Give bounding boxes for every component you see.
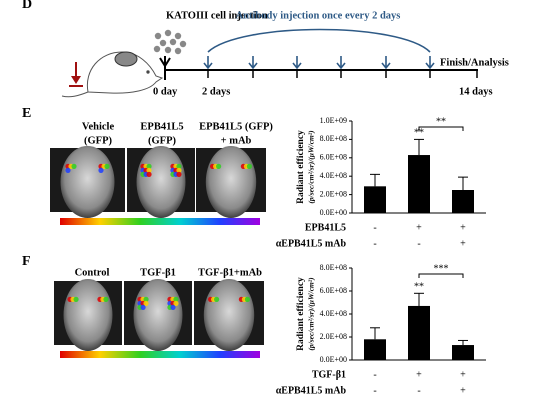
image-header: Vehicle [82, 121, 115, 132]
signal [140, 304, 146, 310]
y-tick-label: 1.0E+09 [320, 116, 347, 125]
signal [146, 163, 152, 169]
signal [176, 163, 182, 169]
cells [153, 29, 187, 55]
signal [65, 167, 71, 173]
signal [176, 171, 182, 177]
significance: ** [436, 116, 446, 127]
y-axis-unit: (p/sec/cm²/sr)/(μW/cm²) [307, 130, 316, 204]
mouse-body [60, 146, 115, 218]
bar [364, 186, 386, 213]
y-tick-label: 4.0E+08 [320, 309, 347, 318]
y-tick-label: 8.0E+08 [320, 263, 347, 272]
signal [103, 296, 109, 302]
signal [73, 296, 79, 302]
y-axis-unit: (p/sec/cm²/sr)/(μW/cm²) [307, 277, 316, 351]
signal [170, 304, 176, 310]
bar [408, 155, 430, 213]
y-tick-label: 0.0E+00 [320, 355, 347, 364]
condition-label: TGF-β1 [312, 369, 346, 380]
mouse-drawing [61, 51, 164, 98]
y-tick-label: 8.0E+08 [320, 134, 347, 143]
signal [176, 167, 182, 173]
time-label: 0 day [153, 86, 178, 97]
y-tick-label: 6.0E+08 [320, 286, 347, 295]
mouse-body [203, 279, 255, 351]
condition-sign: - [373, 238, 376, 249]
finish-label: Finish/Analysis [440, 57, 509, 68]
signal [98, 167, 104, 173]
condition-sign: - [373, 369, 376, 380]
significance: *** [434, 263, 449, 274]
bar [408, 305, 430, 360]
panel-label: E [22, 106, 31, 121]
signal [146, 171, 152, 177]
y-tick-label: 2.0E+08 [320, 189, 347, 198]
y-axis-title: Radiant efficiency [296, 130, 306, 204]
condition-sign: - [417, 238, 420, 249]
injection-arrow-head [159, 57, 171, 68]
signal [143, 296, 149, 302]
condition-sign: - [373, 385, 376, 396]
time-label: 2 days [202, 86, 230, 97]
signal [173, 296, 179, 302]
antibody-label: Antibody injection once every 2 days [236, 10, 401, 21]
bar [452, 190, 474, 213]
colorbar [60, 351, 260, 358]
condition-label: αEPB41L5 mAb [276, 238, 347, 249]
condition-sign: - [373, 222, 376, 233]
condition-sign: + [460, 238, 466, 249]
image-header: Control [75, 267, 110, 278]
condition-sign: + [460, 369, 466, 380]
mouse-body [63, 279, 113, 351]
condition-label: αEPB41L5 mAb [276, 385, 347, 396]
signal [244, 296, 250, 302]
colorbar [60, 218, 260, 225]
bar [364, 339, 386, 360]
y-axis-title: Radiant efficiency [296, 277, 306, 351]
image-header: + mAb [221, 135, 252, 146]
mouse-body [205, 146, 257, 218]
condition-sign: + [416, 222, 422, 233]
time-label: 14 days [459, 86, 493, 97]
signal [143, 300, 149, 306]
image-header: TGF-β1 [140, 267, 176, 278]
significance-bracket [418, 126, 464, 131]
significance: ** [414, 128, 424, 139]
antibody-arc [207, 28, 431, 53]
condition-sign: + [460, 222, 466, 233]
mouse-body [133, 279, 183, 351]
mouse-body [136, 146, 186, 218]
image-header: (GFP) [84, 135, 112, 146]
signal [104, 163, 110, 169]
condition-label: EPB41L5 [305, 222, 346, 233]
y-tick-label: 0.0E+00 [320, 208, 347, 217]
signal [214, 296, 220, 302]
panel-label: F [22, 254, 31, 269]
image-header: EPB41L5 (GFP) [199, 121, 273, 132]
image-header: EPB41L5 [140, 121, 183, 132]
signal [246, 163, 252, 169]
signal [71, 163, 77, 169]
panel-label: D [22, 0, 32, 12]
y-tick-label: 6.0E+08 [320, 153, 347, 162]
bar [452, 345, 474, 360]
y-tick-label: 4.0E+08 [320, 171, 347, 180]
antibody-arrows [203, 56, 435, 70]
red-arrow [69, 62, 83, 87]
image-header: TGF-β1+mAb [198, 267, 262, 278]
significance-bracket [418, 273, 464, 278]
signal [216, 163, 222, 169]
time-ticks [207, 70, 478, 78]
signal [173, 300, 179, 306]
image-header: (GFP) [148, 135, 176, 146]
condition-sign: + [416, 369, 422, 380]
significance: ** [414, 282, 424, 293]
cell-injection-label: KATOIII cell injection [166, 10, 268, 21]
condition-sign: + [460, 385, 466, 396]
signal [146, 167, 152, 173]
condition-sign: - [417, 385, 420, 396]
y-tick-label: 2.0E+08 [320, 332, 347, 341]
